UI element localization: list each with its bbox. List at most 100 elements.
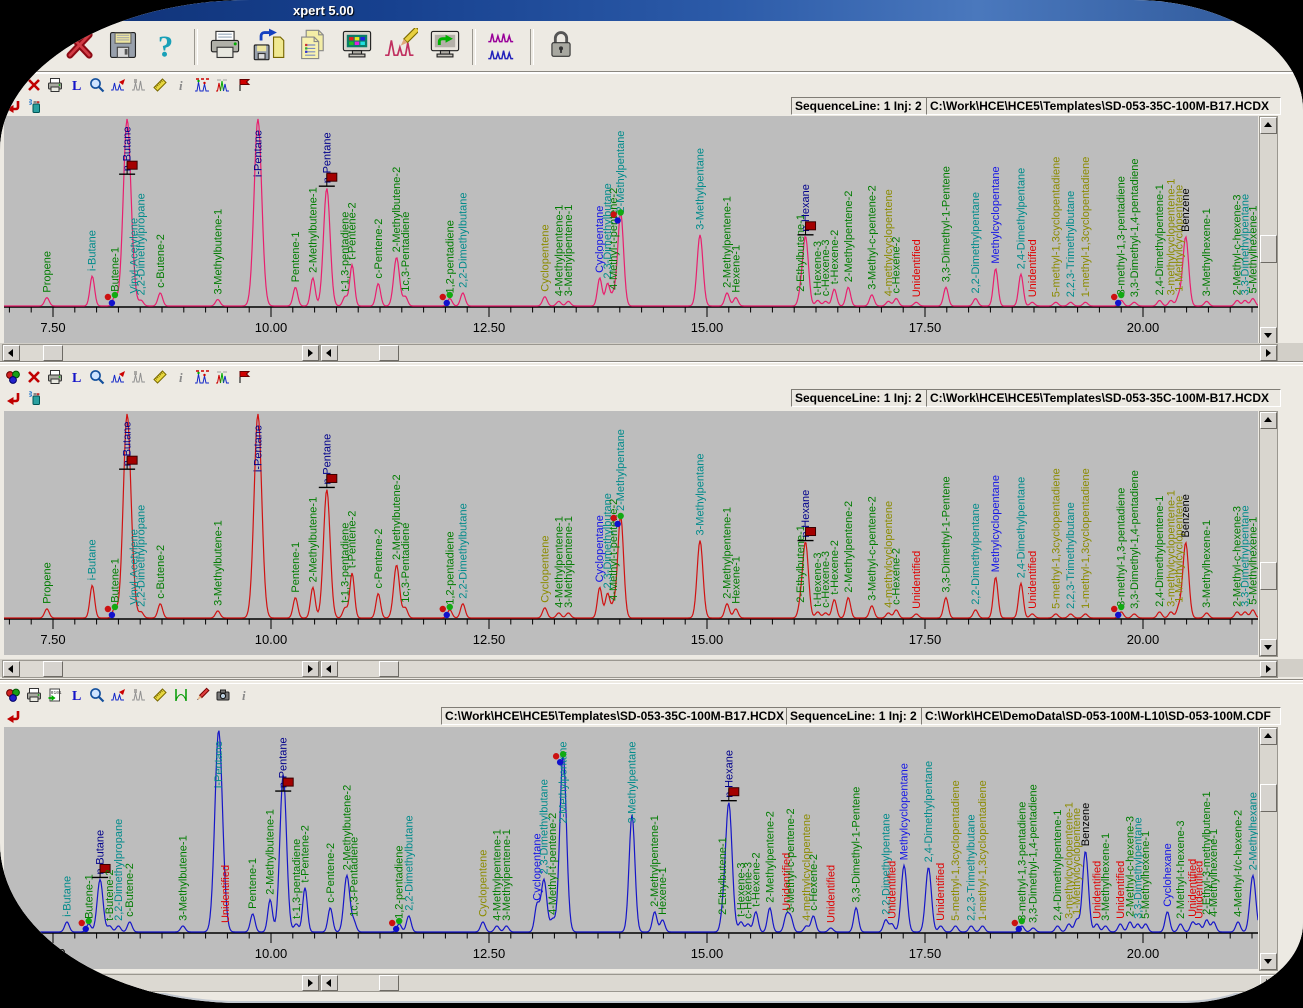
scroll-down-button[interactable] — [1260, 953, 1277, 970]
vertical-scroll-thumb[interactable] — [1260, 784, 1277, 812]
lock-button[interactable] — [544, 28, 580, 66]
peaks-multicolor-icon[interactable] — [215, 77, 231, 93]
return-arrow-icon[interactable] — [5, 708, 21, 724]
close-button[interactable] — [62, 28, 98, 66]
horizontal-scroll-thumb[interactable] — [43, 975, 63, 991]
return-arrow-icon[interactable] — [5, 390, 21, 406]
print-button[interactable] — [208, 28, 244, 66]
info-icon[interactable]: i — [173, 369, 189, 385]
zoom-icon[interactable] — [89, 77, 105, 93]
peaks-multicolor-icon[interactable] — [215, 369, 231, 385]
peak-label: 3-Methylpentane — [695, 148, 707, 230]
chromatogram-plot[interactable]: 7.5010.0012.5015.0017.5020.00i-ButaneBut… — [4, 727, 1258, 969]
return-arrow-icon[interactable] — [5, 98, 21, 114]
title-bar[interactable]: xpert 5.00 — [0, 0, 1303, 21]
spray-icon[interactable] — [27, 390, 43, 406]
peak-bounds-icon[interactable] — [173, 687, 189, 703]
scroll-right-button[interactable] — [302, 975, 319, 991]
overlay-balls-icon[interactable] — [5, 687, 21, 703]
signal-edit-button[interactable] — [384, 28, 420, 66]
print-small-icon[interactable] — [47, 369, 63, 385]
horizontal-scroll-thumb[interactable] — [43, 661, 63, 677]
info-icon[interactable]: i — [173, 77, 189, 93]
save-button[interactable] — [106, 28, 142, 66]
scroll-left-button[interactable] — [3, 661, 20, 677]
chromatogram-plot[interactable]: 7.5010.0012.5015.0017.5020.00Propenei-Bu… — [4, 411, 1258, 655]
axis-tick-label: 10.00 — [255, 632, 288, 647]
peak-label: i-Butane — [87, 539, 99, 580]
vertical-scrollbar[interactable] — [1259, 116, 1278, 345]
label-L-icon[interactable]: L — [68, 687, 84, 703]
camera-icon[interactable] — [215, 687, 231, 703]
vertical-scroll-thumb[interactable] — [1260, 562, 1277, 590]
delete-x-icon[interactable] — [26, 77, 42, 93]
horizontal-scroll-thumb[interactable] — [379, 345, 399, 361]
horizontal-scroll-thumb[interactable] — [379, 975, 399, 991]
print-small-icon[interactable] — [47, 77, 63, 93]
delete-x-icon[interactable] — [26, 369, 42, 385]
horizontal-scroll-thumb[interactable] — [379, 661, 399, 677]
label-L-icon[interactable]: L — [68, 77, 84, 93]
pencil-icon[interactable] — [194, 687, 210, 703]
overlay-balls-icon[interactable] — [5, 369, 21, 385]
scroll-right-button[interactable] — [1260, 345, 1277, 361]
scroll-left-button[interactable] — [3, 975, 20, 991]
scroll-down-button[interactable] — [1260, 327, 1277, 344]
overlay-traces-button[interactable] — [486, 28, 522, 66]
flag-tool-icon[interactable] — [236, 369, 252, 385]
zoom-icon[interactable] — [89, 687, 105, 703]
peak-label: 5-Methylhexene-1 — [1140, 831, 1152, 919]
scroll-right-button[interactable] — [1260, 661, 1277, 677]
chromatogram-plot[interactable]: 7.5010.0012.5015.0017.5020.00Propenei-Bu… — [4, 116, 1258, 343]
peak-label: 5-Methylhexene-1 — [1247, 205, 1258, 293]
horizontal-scrollbar-right[interactable] — [320, 660, 1278, 678]
save-as-button[interactable] — [252, 28, 288, 66]
scroll-up-button[interactable] — [1260, 412, 1277, 429]
ruler-icon[interactable] — [152, 77, 168, 93]
peaks-grey-icon[interactable] — [131, 77, 147, 93]
spray-icon[interactable] — [27, 98, 43, 114]
scroll-up-button[interactable] — [1260, 117, 1277, 134]
peak-label: Hexene-1 — [657, 867, 669, 915]
label-L-icon[interactable]: L — [68, 369, 84, 385]
scroll-right-button[interactable] — [1260, 975, 1277, 991]
vertical-scrollbar[interactable] — [1259, 727, 1278, 971]
export-data-icon[interactable]: 0101 — [47, 687, 63, 703]
peak-label: 2,2,3-Trimethylbutane — [966, 814, 978, 921]
peaks-grey-icon[interactable] — [131, 369, 147, 385]
scroll-left-button[interactable] — [321, 345, 338, 361]
flag-tool-icon[interactable] — [236, 77, 252, 93]
overlay-balls-icon[interactable] — [5, 77, 21, 93]
peaks-export-icon[interactable] — [110, 77, 126, 93]
peaks-annotated-icon[interactable] — [194, 77, 210, 93]
ruler-icon[interactable] — [152, 369, 168, 385]
report-button[interactable] — [296, 28, 332, 66]
scroll-right-button[interactable] — [302, 661, 319, 677]
scroll-down-button[interactable] — [1260, 639, 1277, 656]
print-small-icon[interactable] — [26, 687, 42, 703]
horizontal-scrollbar-left[interactable] — [2, 660, 320, 678]
scroll-up-button[interactable] — [1260, 728, 1277, 745]
scroll-left-button[interactable] — [321, 661, 338, 677]
peaks-grey-icon[interactable] — [131, 687, 147, 703]
vertical-scrollbar[interactable] — [1259, 411, 1278, 657]
horizontal-scrollbar-left[interactable] — [2, 974, 320, 992]
ruler-icon[interactable] — [152, 687, 168, 703]
zoom-icon[interactable] — [89, 369, 105, 385]
send-display-button[interactable] — [428, 28, 464, 66]
scroll-left-button[interactable] — [3, 345, 20, 361]
peaks-export-icon[interactable] — [110, 369, 126, 385]
vertical-scroll-thumb[interactable] — [1260, 235, 1277, 263]
help-button[interactable]: ? — [150, 28, 186, 66]
peaks-annotated-icon[interactable] — [194, 369, 210, 385]
peaks-export-icon[interactable] — [110, 687, 126, 703]
scroll-right-button[interactable] — [302, 345, 319, 361]
peak-label: 3,3-Dimethyl-1-Pentene — [940, 476, 952, 592]
scroll-left-button[interactable] — [321, 975, 338, 991]
info-icon[interactable]: i — [236, 687, 252, 703]
horizontal-scrollbar-right[interactable] — [320, 974, 1278, 992]
horizontal-scrollbar-left[interactable] — [2, 344, 320, 362]
display-button[interactable] — [340, 28, 376, 66]
horizontal-scroll-thumb[interactable] — [43, 345, 63, 361]
horizontal-scrollbar-right[interactable] — [320, 344, 1278, 362]
